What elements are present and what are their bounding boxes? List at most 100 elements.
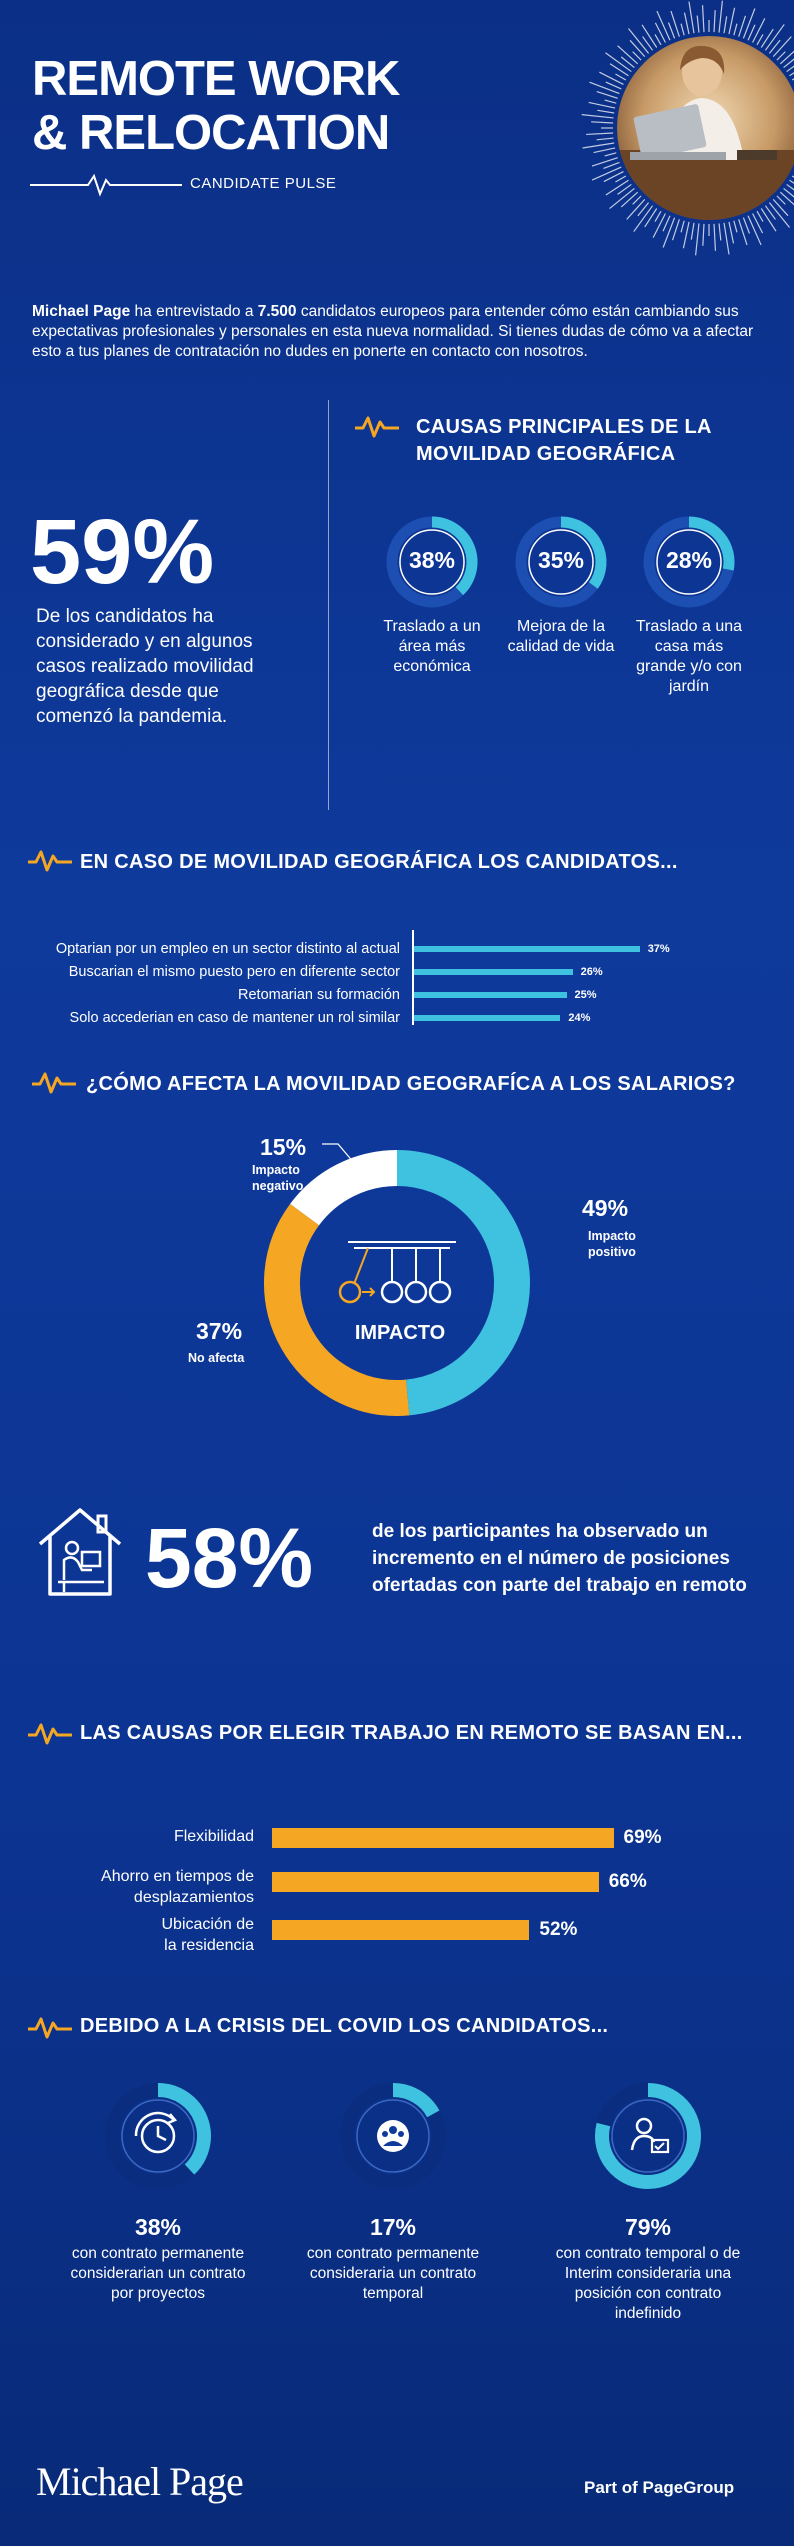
slice-label-negative-1: Impacto — [252, 1163, 300, 1177]
remote-reason-label-1: Ahorro en tiempos de — [101, 1868, 254, 1885]
mobility-label: Solo accederian en caso de mantener un r… — [69, 1010, 400, 1026]
remote-reason-value: 69% — [623, 1827, 662, 1848]
intro-paragraph: Michael Page ha entrevistado a 7.500 can… — [32, 302, 762, 362]
pulse-icon — [355, 416, 399, 438]
axis-line — [412, 930, 414, 1025]
intro-text-2: candidatos europeos para entender cómo e… — [32, 303, 754, 360]
remote-offers-description: de los participantes ha observado un inc… — [372, 1521, 747, 1596]
cause-value: 38% — [408, 547, 456, 573]
remote-reason-label-1: Flexibilidad — [173, 1828, 254, 1845]
main-causes-heading-2: MOVILIDAD GEOGRÁFICA — [416, 443, 676, 465]
slice-label-negative-value: 15% — [260, 1134, 307, 1160]
pulse-icon — [32, 1072, 76, 1094]
mobility-bar — [414, 1015, 561, 1021]
salaries-donut-chart — [264, 1150, 530, 1416]
remote-reason-label-1: Ubicación de — [161, 1916, 255, 1933]
intro-text-1: ha entrevistado a — [130, 303, 258, 320]
clock-icon — [134, 2111, 178, 2154]
team-icon — [377, 2120, 409, 2152]
covid-ring-arc — [392, 2083, 440, 2118]
mobility-value: 37% — [647, 943, 670, 955]
cause-value: 35% — [537, 547, 585, 573]
cause-ring-2 — [515, 516, 607, 608]
slice-label-noeffect-value: 37% — [196, 1318, 243, 1344]
remote-reason-bar — [272, 1920, 530, 1940]
donut-slice-3 — [290, 1150, 398, 1226]
divider — [328, 400, 329, 810]
cause-label: Mejora de la calidad de vida — [507, 618, 615, 655]
main-causes-heading: CAUSAS PRINCIPALES DE LA MOVILIDAD GEOGR… — [416, 414, 712, 468]
mobility-bar — [414, 946, 640, 952]
covid-ring-arc — [157, 2083, 211, 2175]
covid-ring-arc — [595, 2083, 701, 2189]
remote-reason-label-2: la residencia — [164, 1937, 254, 1954]
slice-label-negative-2: negativo — [252, 1179, 304, 1193]
remote-offers-value: 58% — [145, 1511, 314, 1605]
home-office-icon — [38, 1508, 122, 1596]
intro-number: 7.500 — [257, 303, 297, 320]
mobility-label: Buscarian el mismo puesto pero en difere… — [68, 964, 400, 980]
main-causes-heading-1: CAUSAS PRINCIPALES DE LA — [416, 416, 712, 438]
covid-value: 17% — [369, 2214, 417, 2240]
remote-reason-value: 66% — [608, 1871, 647, 1892]
donut-slice-2 — [264, 1203, 410, 1416]
covid-description: con contrato permanente considerarian un… — [70, 2245, 246, 2302]
title-line-2: & RELOCATION — [32, 106, 390, 160]
cause-ring-arc — [431, 516, 478, 596]
slice-label-positive-1: Impacto — [588, 1229, 636, 1243]
covid-description: con contrato temporal o de Interim consi… — [555, 2245, 741, 2322]
mobility-value: 24% — [568, 1012, 591, 1024]
leader-line — [322, 1143, 361, 1171]
slice-label-noeffect: No afecta — [188, 1351, 245, 1365]
pulse-icon — [28, 2017, 72, 2039]
page-title: REMOTE WORK & RELOCATION — [32, 52, 400, 160]
footer-tagline: Part of PageGroup — [584, 2478, 735, 2497]
mobility-value: 26% — [580, 966, 603, 978]
intro-brand: Michael Page — [32, 303, 131, 320]
remote-reason-label-2: desplazamientos — [133, 1889, 254, 1906]
title-line-1: REMOTE WORK — [32, 52, 400, 106]
remote-reason-bar — [272, 1872, 599, 1892]
header-photo — [581, 0, 794, 256]
cause-ring-arc — [688, 516, 735, 571]
newtons-cradle-icon — [338, 1241, 456, 1304]
woman-laptop-illustration — [617, 45, 794, 220]
person-laptop-icon — [630, 2117, 670, 2154]
mobility-bar — [414, 969, 573, 975]
cause-value: 28% — [665, 547, 713, 573]
cause-label: Traslado a un área más económica — [383, 618, 481, 675]
pulse-line-icon — [30, 173, 182, 197]
donut-slice-1 — [396, 1150, 530, 1416]
mobility-stat-value: 59% — [30, 501, 215, 603]
cause-ring-3 — [643, 516, 735, 608]
covid-ring-2 — [340, 2083, 446, 2189]
salaries-heading: ¿CÓMO AFECTA LA MOVILIDAD GEOGRAFÍCA A L… — [86, 1073, 736, 1095]
remote-reason-bar — [272, 1828, 614, 1848]
pulse-icon — [28, 850, 72, 872]
slice-label-positive: Impacto positivo — [588, 1228, 636, 1260]
remote-reason-label: Ubicación de la residencia — [34, 1914, 255, 1956]
remote-reason-label: Flexibilidad — [34, 1826, 254, 1847]
covid-ring-1 — [105, 2083, 211, 2189]
slice-label-positive-value: 49% — [582, 1195, 629, 1221]
covid-value: 79% — [624, 2214, 672, 2240]
candidates-mobility-heading: EN CASO DE MOVILIDAD GEOGRÁFICA LOS CAND… — [80, 851, 678, 873]
mobility-label: Optarian por un empleo en un sector dist… — [55, 941, 400, 957]
remote-reasons-heading: LAS CAUSAS POR ELEGIR TRABAJO EN REMOTO … — [80, 1722, 743, 1744]
michael-page-logo: Michael Page — [36, 2459, 244, 2504]
remote-reason-label: Ahorro en tiempos de desplazamientos — [34, 1866, 254, 1908]
donut-center-label: IMPACTO — [354, 1322, 446, 1344]
covid-heading: DEBIDO A LA CRISIS DEL COVID LOS CANDIDA… — [80, 2015, 609, 2037]
mobility-bar — [414, 992, 567, 998]
mobility-stat-description: De los candidatos ha considerado y en al… — [36, 606, 254, 727]
mobility-value: 25% — [574, 989, 597, 1001]
cause-ring-1 — [386, 516, 478, 608]
slice-label-positive-2: positivo — [588, 1245, 636, 1259]
covid-value: 38% — [134, 2214, 182, 2240]
subtitle: CANDIDATE PULSE — [190, 175, 337, 192]
mobility-label: Retomarian su formación — [238, 987, 400, 1003]
covid-ring-3 — [595, 2083, 701, 2189]
covid-description: con contrato permanente consideraria un … — [306, 2245, 480, 2302]
pulse-icon — [28, 1723, 72, 1745]
cause-label: Traslado a una casa más grande y/o con j… — [635, 618, 743, 695]
